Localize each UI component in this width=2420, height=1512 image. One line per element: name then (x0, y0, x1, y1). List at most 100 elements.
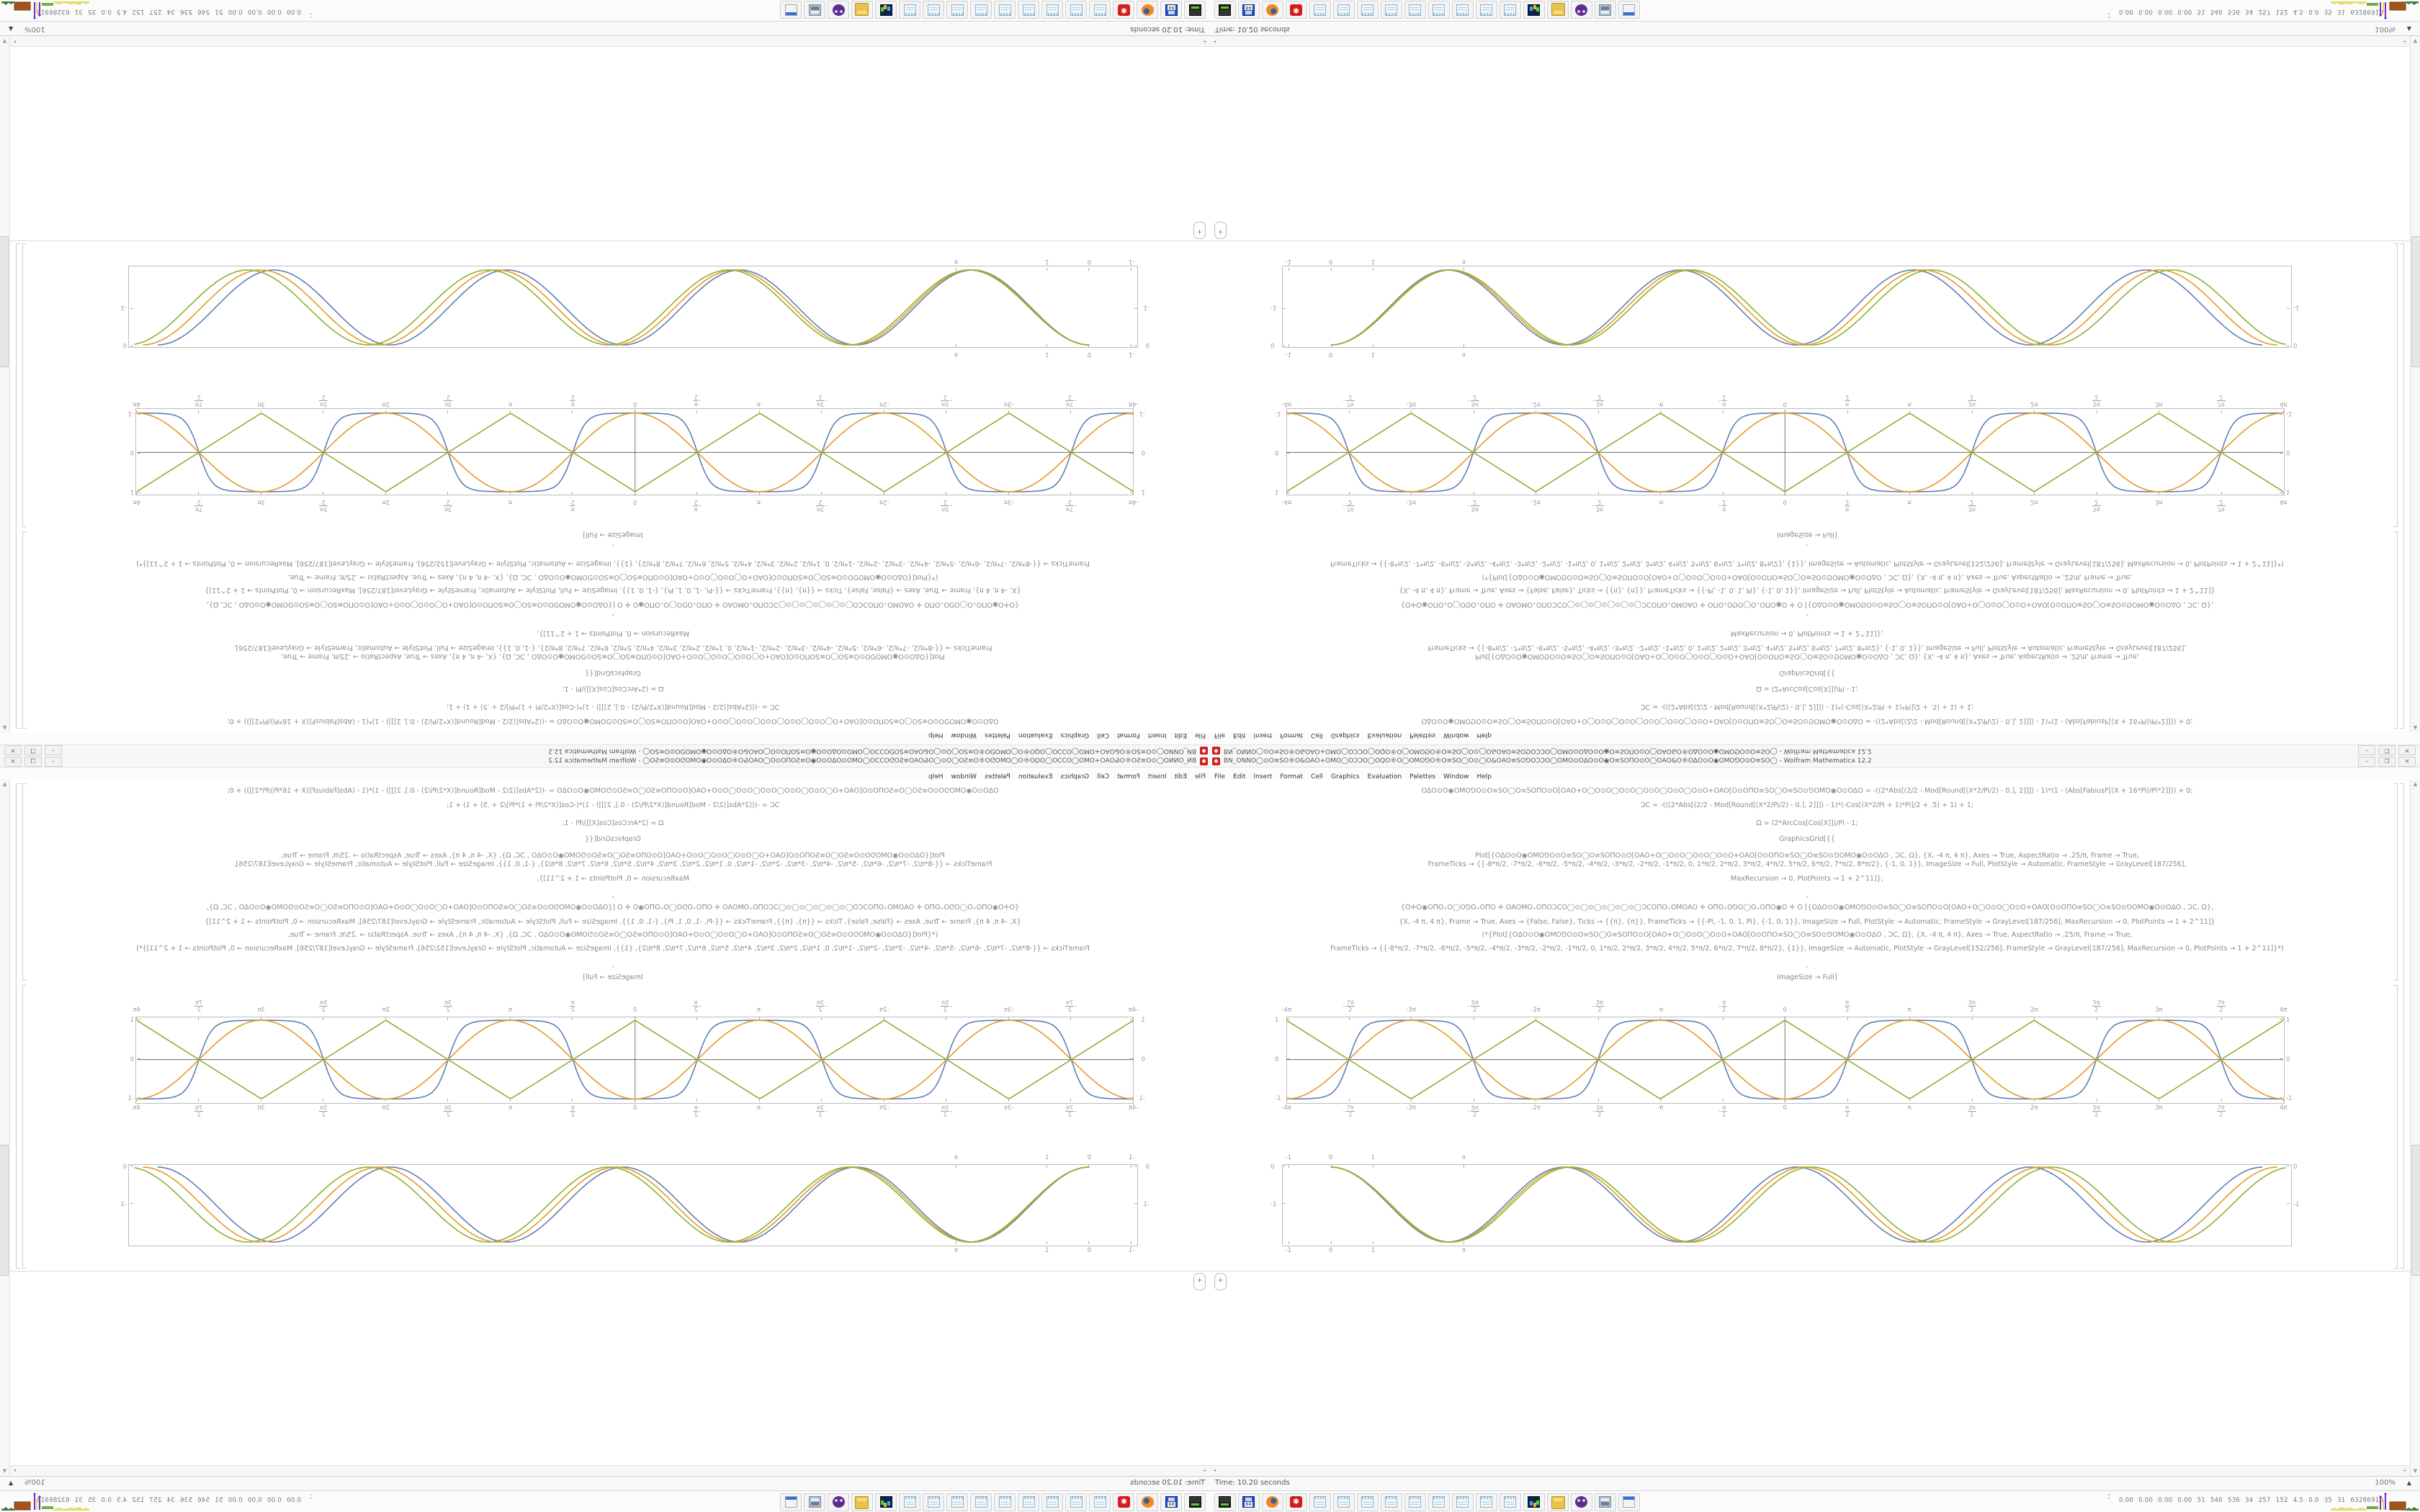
red-gear-window-button[interactable] (1286, 1, 1307, 19)
minimize-button[interactable]: – (2358, 745, 2375, 755)
vertical-scrollbar[interactable]: ▲ ▼ (0, 780, 10, 1476)
insert-cell-button[interactable]: + (1193, 1273, 1206, 1290)
menu-item-graphics[interactable]: Graphics (1060, 732, 1090, 739)
monitor-chart-window-button[interactable] (875, 1, 897, 19)
floppy-64-window-button[interactable] (1160, 1493, 1182, 1511)
menu-item-palettes[interactable]: Palettes (985, 732, 1010, 739)
zoom-popup-icon[interactable]: ▲ (2406, 26, 2411, 32)
monitor-chart-window-button[interactable] (1523, 1, 1545, 19)
code-line-1[interactable]: OΔO⊙O◉OΜO⅁O⊙O≡SO◯O≡SOΠO⊙O[OΑO+O◯O⊙O◯O⊙O◯… (1421, 717, 2193, 725)
floppy-64-window-button[interactable] (1238, 1493, 1260, 1511)
notepad-window-button-5[interactable] (994, 1493, 1016, 1511)
notepad-window-button-6[interactable] (970, 1493, 992, 1511)
menu-item-help[interactable]: Help (1476, 773, 1492, 780)
notebook-area[interactable]: OΔO⊙O◉OΜO⅁O⊙O≡SO◯O≡SOΠO⊙O[OΑO+O◯O⊙O◯O⊙O◯… (0, 780, 1210, 1465)
zoom-popup-icon[interactable]: ▲ (9, 1480, 14, 1486)
notepad-window-button-6[interactable] (970, 1, 992, 19)
close-button[interactable]: ✕ (2398, 745, 2416, 755)
code-line-10[interactable]: {X, -4 π, 4 π}, Frame → True, Axes → {Fa… (205, 586, 1021, 594)
notepad-window-button-2[interactable] (1065, 1, 1087, 19)
notepad-window-button-6[interactable] (1428, 1493, 1450, 1511)
maximize-button[interactable]: ❒ (24, 757, 42, 767)
code-line-9[interactable]: {O✛O◉OΠO₊O◯O⅁O₊OΠO ✛ OΑOΜO₊OΠOƆCO◯⊙◯⊙◯⊙◯… (206, 904, 1020, 912)
yellow-folder-window-button[interactable] (1547, 1493, 1569, 1511)
print-queue-window-button[interactable] (1595, 1, 1616, 19)
code-line-9[interactable]: {O✛O◉OΠO₊O◯O⅁O₊OΠO ✛ OΑOΜO₊OΠOƆCO◯⊙◯⊙◯⊙◯… (1400, 600, 2214, 608)
menu-item-evaluation[interactable]: Evaluation (1367, 773, 1402, 780)
red-gear-window-button[interactable] (1113, 1, 1134, 19)
code-line-4[interactable]: GraphicsGrid[{{ (1779, 835, 1835, 843)
firefox-window-button[interactable] (1137, 1493, 1158, 1511)
close-button[interactable]: ✕ (4, 757, 22, 767)
notepad-window-button-8[interactable] (923, 1, 944, 19)
menu-item-file[interactable]: File (1194, 732, 1206, 739)
notepad-window-button-7[interactable] (946, 1, 968, 19)
menu-item-cell[interactable]: Cell (1097, 732, 1109, 739)
zoom-level-control[interactable]: 100% (24, 25, 45, 33)
notepad-window-button-5[interactable] (1404, 1, 1426, 19)
scroll-right-arrow[interactable]: ▸ (13, 39, 17, 45)
floppy-drive-window-button[interactable] (1214, 1, 1236, 19)
code-line-6[interactable]: FrameTicks → {{-8*π/2, -7*π/2, -6*π/2, -… (233, 860, 992, 868)
code-line-13[interactable]: , (611, 961, 614, 969)
notepad-window-button-3[interactable] (1357, 1493, 1379, 1511)
vertical-scrollbar[interactable]: ▲ ▼ (2410, 780, 2420, 1476)
menu-item-insert[interactable]: Insert (1253, 773, 1273, 780)
notepad-window-button-3[interactable] (1357, 1, 1379, 19)
notepad-window-button-4[interactable] (1018, 1, 1039, 19)
tray-chevrons-icon[interactable]: ⌃ ⌃ (309, 1493, 313, 1503)
code-line-8[interactable]: , (611, 613, 614, 621)
notepad-window-button-4[interactable] (1018, 1493, 1039, 1511)
monitor-chart-window-button[interactable] (875, 1493, 897, 1511)
window-title-bar[interactable]: BN_ONNO◯⊙O≡SO®O&OΑO+OΜO◯OƆƆO◯OQO®O◯OΜO⅁O… (0, 744, 1210, 756)
tray-chevrons-icon[interactable]: ⌃ ⌃ (309, 9, 313, 19)
menu-item-window[interactable]: Window (951, 732, 977, 739)
notepad-window-button-6[interactable] (1428, 1, 1450, 19)
scroll-left-arrow[interactable]: ◂ (1204, 1467, 1207, 1473)
notepad-window-button-2[interactable] (1065, 1493, 1087, 1511)
firefox-window-button[interactable] (1137, 1, 1158, 19)
scroll-up-arrow[interactable]: ▲ (2413, 725, 2418, 731)
code-line-3[interactable]: Ω = (2*ArcCos[Cos[X]])/Pi - 1; (1756, 819, 1858, 827)
menu-item-edit[interactable]: Edit (1174, 732, 1187, 739)
menu-item-edit[interactable]: Edit (1233, 732, 1246, 739)
window-title-bar[interactable]: BN_ONNO◯⊙O≡SO®O&OΑO+OΜO◯OƆƆO◯OQO®O◯OΜO⅁O… (1210, 744, 2420, 756)
yellow-folder-window-button[interactable] (1547, 1, 1569, 19)
desktop-window-button[interactable] (780, 1493, 802, 1511)
firefox-window-button[interactable] (1262, 1493, 1283, 1511)
scroll-left-arrow[interactable]: ◂ (1204, 39, 1207, 45)
notepad-window-button-3[interactable] (1041, 1, 1063, 19)
notepad-window-button-9[interactable] (1500, 1, 1521, 19)
firefox-window-button[interactable] (1262, 1, 1283, 19)
scroll-up-arrow[interactable]: ▲ (2413, 781, 2418, 787)
code-line-13[interactable]: , (1806, 961, 1809, 969)
notepad-window-button-4[interactable] (1381, 1493, 1402, 1511)
code-line-12[interactable]: FrameTicks → {{-8*π/2, -7*π/2, -6*π/2, -… (136, 945, 1090, 953)
scroll-right-arrow[interactable]: ▸ (2403, 1467, 2407, 1473)
menu-item-format[interactable]: Format (1280, 773, 1304, 780)
vertical-scroll-thumb[interactable] (0, 1145, 9, 1276)
close-button[interactable]: ✕ (4, 745, 22, 755)
menu-item-help[interactable]: Help (1476, 732, 1492, 739)
notepad-window-button-7[interactable] (946, 1493, 968, 1511)
scroll-up-arrow[interactable]: ▲ (2, 725, 7, 731)
code-line-12[interactable]: FrameTicks → {{-8*π/2, -7*π/2, -6*π/2, -… (136, 559, 1090, 567)
menu-item-graphics[interactable]: Graphics (1330, 732, 1360, 739)
maximize-button[interactable]: ❒ (2378, 757, 2396, 767)
insert-cell-button[interactable]: + (1214, 222, 1227, 239)
code-cell-bracket[interactable] (2393, 783, 2398, 981)
menu-item-help[interactable]: Help (928, 732, 944, 739)
notepad-window-button-2[interactable] (1333, 1, 1355, 19)
tray-chevrons-icon[interactable]: ⌃ ⌃ (2107, 1493, 2111, 1503)
scroll-left-arrow[interactable]: ◂ (1213, 39, 1216, 45)
notepad-window-button-5[interactable] (1404, 1493, 1426, 1511)
vertical-scroll-thumb[interactable] (0, 236, 9, 367)
menu-item-palettes[interactable]: Palettes (1410, 773, 1435, 780)
notepad-window-button-9[interactable] (899, 1493, 920, 1511)
menu-item-file[interactable]: File (1214, 732, 1226, 739)
horizontal-scrollbar[interactable]: ◂ ▸ (10, 36, 1210, 47)
code-line-9[interactable]: {O✛O◉OΠO₊O◯O⅁O₊OΠO ✛ OΑOΜO₊OΠOƆCO◯⊙◯⊙◯⊙◯… (1400, 904, 2214, 912)
code-line-1[interactable]: OΔO⊙O◉OΜO⅁O⊙O≡SO◯O≡SOΠO⊙O[OΑO+O◯O⊙O◯O⊙O◯… (227, 787, 999, 795)
notepad-window-button-1[interactable] (1309, 1493, 1331, 1511)
code-line-12[interactable]: FrameTicks → {{-8*π/2, -7*π/2, -6*π/2, -… (1330, 945, 2284, 953)
